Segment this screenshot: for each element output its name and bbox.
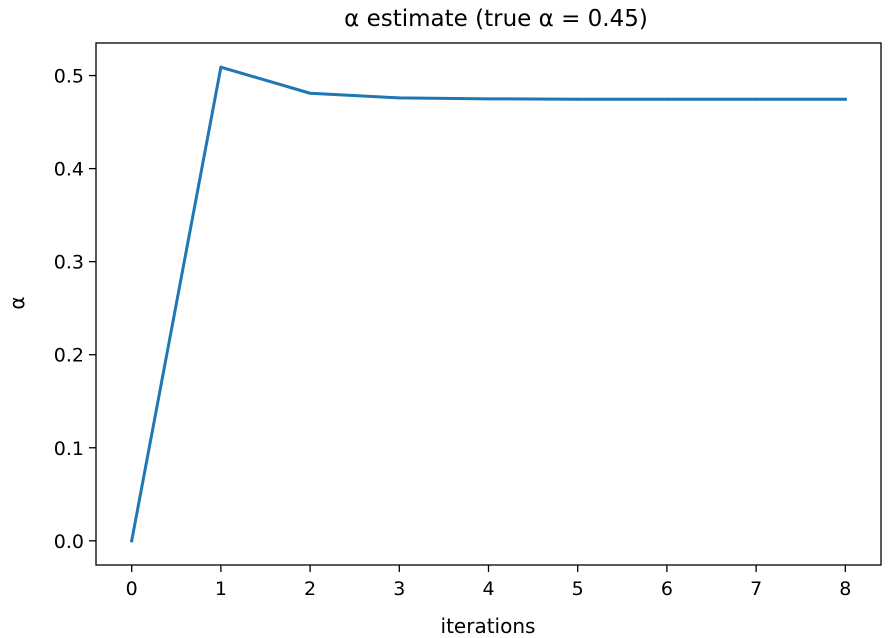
- series-layer: [129, 65, 847, 543]
- y-tick-label: 0.0: [54, 531, 84, 553]
- x-axis: 0 1 2 3 4 5 6 7 8: [126, 565, 851, 600]
- y-tick-label: 0.4: [54, 159, 84, 181]
- data-point: [219, 65, 223, 69]
- data-point: [576, 97, 580, 101]
- x-axis-title: iterations: [441, 614, 536, 638]
- data-point: [843, 97, 847, 101]
- data-point: [487, 97, 490, 101]
- y-tick-label: 0.2: [54, 345, 84, 367]
- series-line: [129, 65, 847, 543]
- x-tick-label: 1: [215, 578, 227, 600]
- data-point: [754, 97, 758, 101]
- data-point: [665, 97, 669, 101]
- x-tick-label: 0: [126, 578, 138, 600]
- y-tick-label: 0.3: [54, 252, 84, 274]
- data-point: [308, 91, 312, 95]
- chart-title: α estimate (true α = 0.45): [344, 6, 648, 32]
- y-tick-label: 0.5: [54, 66, 84, 88]
- x-tick-label: 4: [482, 578, 494, 600]
- x-tick-label: 7: [750, 578, 762, 600]
- y-axis-title: α: [5, 296, 29, 309]
- y-axis: 0.0 0.1 0.2 0.3 0.4 0.5: [54, 66, 96, 553]
- x-tick-label: 3: [393, 578, 405, 600]
- x-tick-label: 6: [661, 578, 673, 600]
- plot-area-frame: [95, 42, 882, 566]
- x-tick-label: 5: [572, 578, 584, 600]
- x-tick-label: 8: [839, 578, 851, 600]
- x-tick-label: 2: [304, 578, 316, 600]
- y-tick-label: 0.1: [54, 438, 84, 460]
- data-point: [397, 96, 401, 100]
- data-point: [130, 539, 134, 543]
